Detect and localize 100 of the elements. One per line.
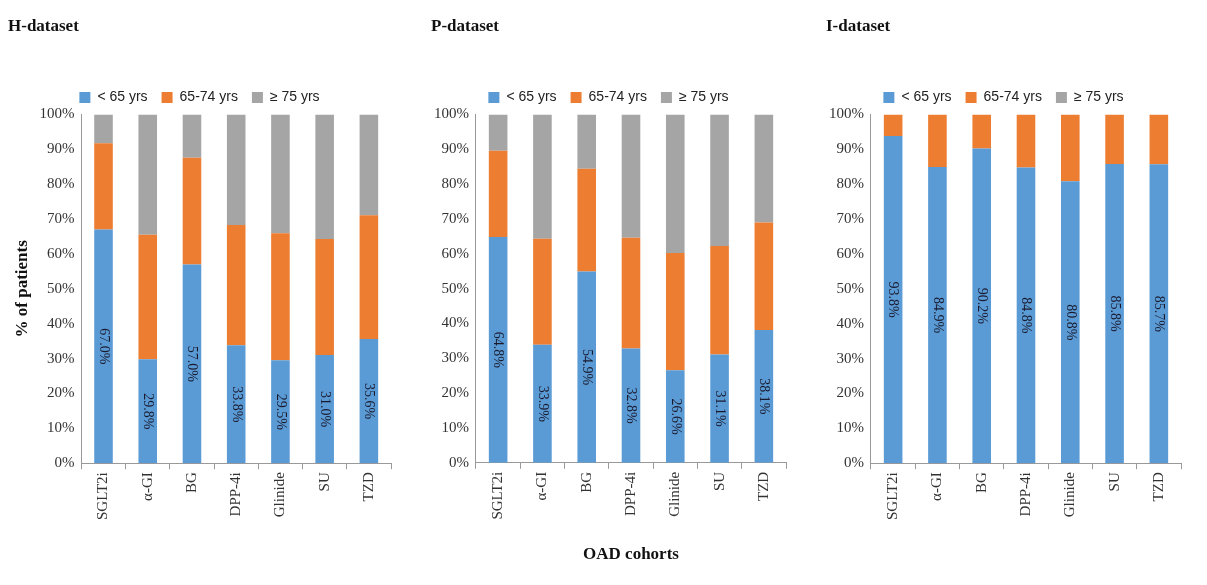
legend-label: ≥ 75 yrs: [269, 88, 320, 105]
data-label: 85.8%: [1107, 295, 1123, 332]
x-tick-label: SGLT2i: [489, 471, 506, 520]
bar: [226, 224, 246, 346]
chart-title: H-dataset: [8, 15, 80, 35]
bar: [94, 114, 113, 144]
data-label: 57.0%: [185, 345, 201, 383]
x-tick-label: Glinide: [271, 471, 288, 518]
bar: [754, 222, 774, 331]
y-tick-label: 0%: [449, 453, 469, 470]
data-label: 38.1%: [757, 378, 773, 415]
x-tick-label: α-GI: [928, 472, 945, 501]
y-tick-label: 50%: [836, 279, 864, 296]
legend-label: 65-74 yrs: [179, 88, 238, 105]
bar: [271, 114, 290, 234]
bar: [1016, 114, 1036, 168]
x-tick-label: SU: [1105, 472, 1122, 492]
x-tick-label: SGLT2i: [94, 472, 111, 521]
bar: [883, 136, 903, 464]
x-tick-label: BG: [577, 471, 594, 493]
bar: [182, 114, 202, 158]
bar: [488, 114, 508, 151]
data-label: 33.9%: [535, 385, 551, 423]
bar: [271, 360, 290, 464]
y-tick-label: 90%: [46, 140, 75, 157]
data-label: 29.5%: [273, 393, 289, 431]
bar: [315, 114, 334, 239]
y-tick-label: 30%: [46, 349, 75, 366]
bar: [928, 167, 947, 464]
bar: [972, 148, 992, 464]
bar: [138, 359, 158, 464]
y-tick-label: 30%: [441, 349, 469, 366]
bar: [359, 114, 379, 216]
x-tick-label: DPP-4i: [227, 472, 244, 517]
y-tick-label: 10%: [836, 419, 864, 436]
data-label: 90.2%: [975, 287, 991, 325]
bar: [1105, 114, 1124, 164]
bar: [533, 344, 552, 463]
x-tick-label: Glinide: [1061, 471, 1078, 518]
bar: [665, 370, 685, 463]
data-label: 85.7%: [1152, 295, 1168, 333]
data-label: 67.0%: [96, 328, 112, 365]
data-label: 29.8%: [141, 393, 157, 430]
y-tick-label: 60%: [441, 244, 469, 261]
x-tick-label: SGLT2i: [884, 472, 901, 521]
y-tick-label: 30%: [836, 349, 864, 366]
x-tick-label: TZD: [1149, 472, 1166, 502]
x-tick-label: DPP-4i: [1016, 472, 1033, 517]
y-tick-label: 10%: [46, 419, 75, 436]
bar: [928, 114, 947, 168]
data-label: 84.8%: [1019, 297, 1035, 334]
bar: [226, 114, 246, 225]
x-tick-label: TZD: [754, 471, 771, 501]
y-tick-label: 60%: [836, 244, 864, 261]
y-tick-label: 70%: [46, 209, 75, 226]
legend-label: < 65 yrs: [506, 88, 557, 105]
legend-label: < 65 yrs: [901, 88, 952, 105]
x-tick-label: TZD: [359, 472, 376, 502]
data-label: 26.6%: [668, 398, 684, 435]
y-tick-label: 80%: [46, 175, 75, 192]
bar: [138, 114, 158, 235]
bar: [577, 114, 597, 169]
bar: [533, 238, 552, 345]
bar: [359, 215, 379, 340]
data-label: 84.9%: [930, 297, 946, 334]
y-tick-label: 100%: [39, 105, 75, 122]
y-tick-label: 100%: [434, 105, 469, 122]
bar: [710, 246, 729, 355]
data-label: 80.8%: [1063, 304, 1079, 341]
x-tick-label: SU: [710, 471, 727, 491]
bar: [754, 114, 774, 223]
bar: [315, 355, 334, 464]
y-tick-label: 40%: [441, 314, 469, 331]
bar: [1149, 164, 1169, 464]
chart-title: I-dataset: [826, 15, 891, 35]
bar: [1016, 167, 1036, 464]
bar: [665, 253, 685, 371]
data-label: 54.9%: [580, 349, 596, 386]
data-label: 64.8%: [491, 331, 507, 369]
bar: [577, 168, 597, 272]
y-tick-label: 90%: [441, 140, 469, 157]
y-tick-label: 50%: [441, 279, 469, 296]
x-tick-label: SU: [315, 472, 332, 492]
legend-label: 65-74 yrs: [983, 88, 1042, 105]
legend-label: < 65 yrs: [97, 88, 148, 105]
y-tick-label: 0%: [844, 454, 864, 471]
bar: [533, 114, 552, 239]
bar: [577, 271, 597, 463]
bar: [710, 354, 729, 463]
bar: [972, 114, 992, 149]
bar: [182, 157, 202, 265]
bar: [1060, 181, 1080, 464]
bar: [138, 234, 158, 360]
bar: [94, 143, 113, 230]
bar: [621, 237, 641, 349]
y-tick-label: 100%: [829, 105, 864, 122]
y-tick-label: 70%: [441, 209, 469, 226]
y-tick-label: 70%: [836, 209, 864, 226]
data-label: 93.8%: [886, 281, 902, 319]
bar: [883, 114, 903, 137]
